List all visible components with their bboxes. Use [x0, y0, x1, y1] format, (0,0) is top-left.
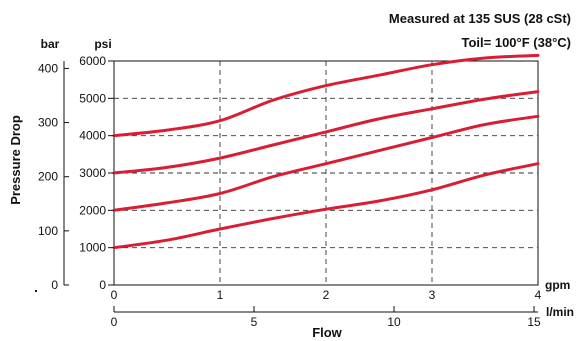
- psi-tick-label: 1000: [79, 241, 106, 255]
- psi-tick-label: 0: [99, 278, 106, 292]
- psi-unit-label: psi: [94, 37, 111, 51]
- measurement-annotation: Measured at 135 SUS (28 cSt): [389, 11, 571, 26]
- gpm-tick-label: 2: [323, 288, 330, 302]
- bar-unit-label: bar: [41, 37, 60, 51]
- pressure-curve-4: [112, 53, 540, 138]
- gpm-unit-label: gpm: [545, 278, 570, 292]
- bar-tick-label: 400: [38, 61, 58, 75]
- gpm-tick-label: 3: [429, 288, 436, 302]
- pressure-curve-1: [112, 162, 540, 250]
- psi-tick-label: 6000: [79, 54, 106, 68]
- temperature-annotation: Toil= 100°F (38°C): [462, 35, 572, 50]
- lmin-tick-label: 10: [387, 315, 401, 329]
- gpm-tick-label: 4: [535, 288, 542, 302]
- lmin-unit-label: l/min: [546, 305, 574, 319]
- curves: [112, 53, 540, 250]
- stray-mark: .: [34, 279, 38, 295]
- pressure-curve-2: [112, 114, 540, 212]
- lmin-tick-label: 5: [251, 315, 258, 329]
- bar-tick-label: 200: [38, 170, 58, 184]
- lmin-tick-label: 0: [111, 315, 118, 329]
- bar-tick-label: 300: [38, 116, 58, 130]
- pressure-curve-3: [112, 90, 540, 175]
- psi-tick-label: 3000: [79, 166, 106, 180]
- y-axis-title: Pressure Drop: [8, 115, 23, 205]
- lmin-tick-label: 15: [527, 315, 541, 329]
- psi-tick-label: 4000: [79, 129, 106, 143]
- psi-tick-label: 2000: [79, 203, 106, 217]
- bar-tick-label: 100: [38, 224, 58, 238]
- x-axis-title: Flow: [312, 325, 342, 340]
- grid-lines: [114, 61, 538, 285]
- gpm-tick-label: 0: [111, 288, 118, 302]
- gpm-tick-label: 1: [217, 288, 224, 302]
- bar-tick-label: 0: [51, 278, 58, 292]
- psi-tick-label: 5000: [79, 91, 106, 105]
